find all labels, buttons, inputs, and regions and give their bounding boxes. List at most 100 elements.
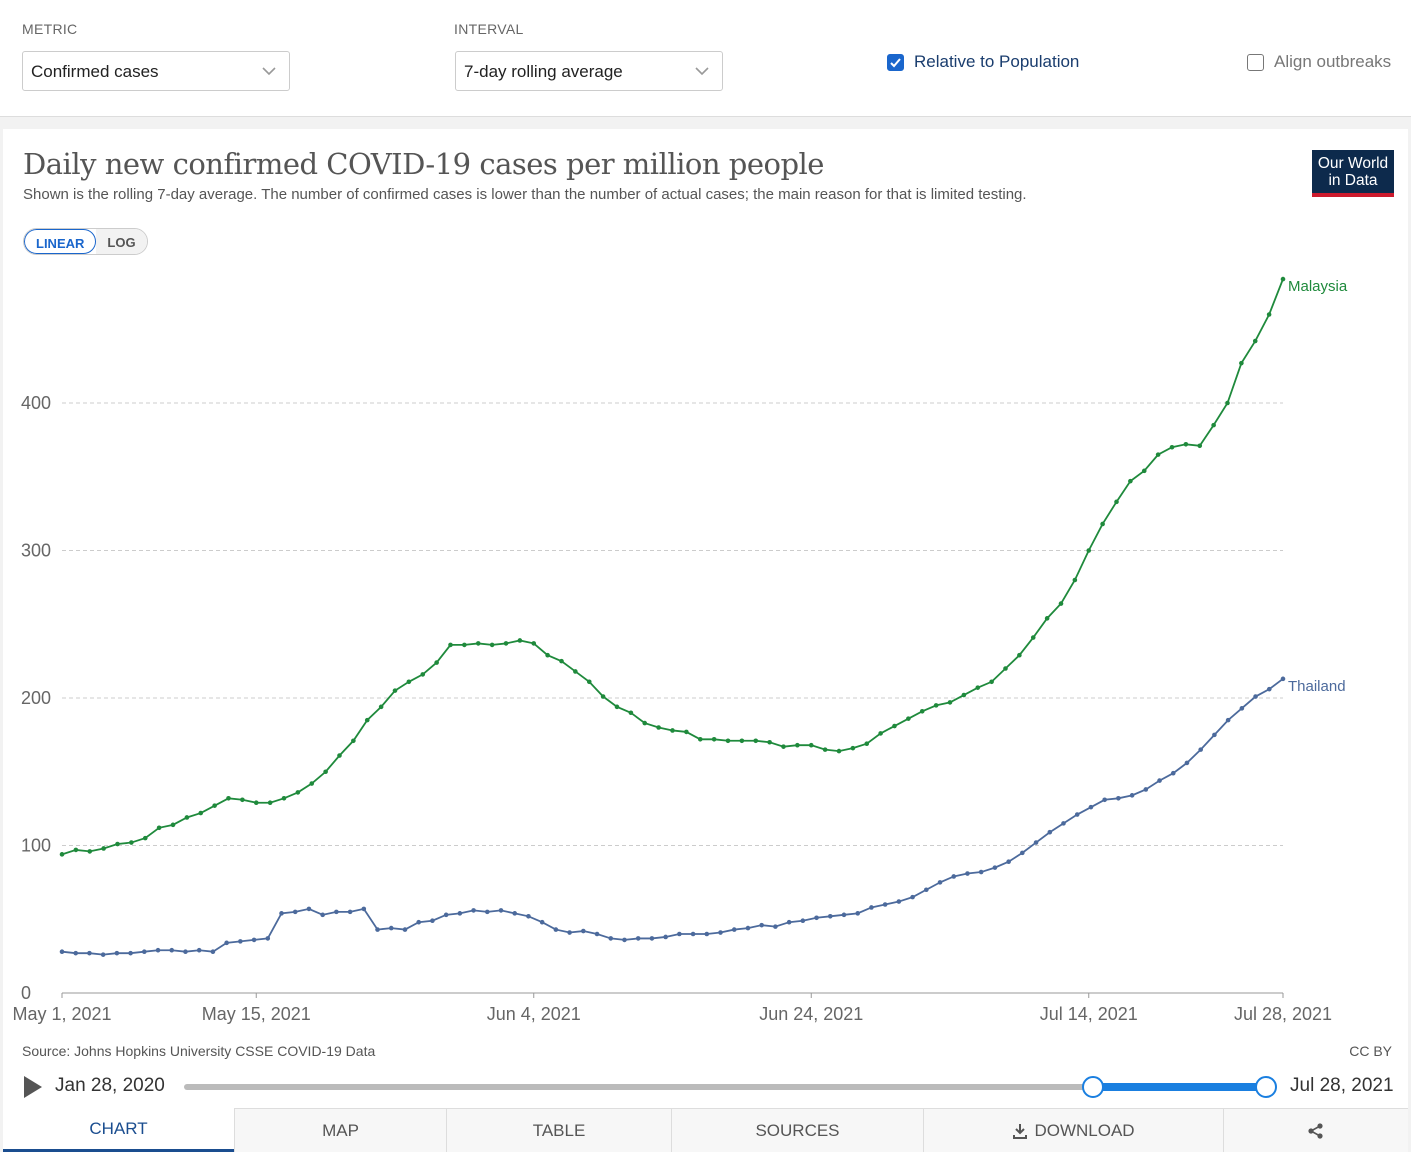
data-point [559,658,564,664]
data-point [306,906,312,912]
tab-chart-label: CHART [89,1118,148,1138]
data-point [1088,804,1094,810]
linear-scale-button[interactable]: LINEAR [24,229,97,254]
y-axis: 0 100 200 300 400 [21,393,51,1003]
data-point [975,685,981,690]
metric-select[interactable]: Confirmed cases [22,51,290,91]
series-label-thailand: Thailand [1288,678,1346,695]
y-tick-label: 400 [21,393,51,413]
data-point [375,927,380,932]
data-point [1252,338,1258,344]
timeline-track[interactable] [184,1084,1266,1090]
data-point [800,918,806,924]
data-point [462,642,467,648]
data-point [745,925,751,931]
tab-sources[interactable]: SOURCES [671,1108,923,1152]
tab-chart[interactable]: CHART [3,1108,234,1152]
chart-subtitle: Shown is the rolling 7-day average. The … [23,186,1027,203]
data-point [910,894,915,900]
data-point [704,931,710,937]
data-point [448,642,453,648]
data-point [198,810,204,816]
data-point [361,906,367,912]
data-point [759,922,764,928]
data-point [924,887,929,893]
data-point [309,781,315,786]
data-point [864,741,870,747]
data-point [430,918,435,924]
x-tick-label: Jun 24, 2021 [759,1004,863,1024]
data-point [539,919,545,925]
scale-toggle: LINEAR LOG [23,228,148,255]
relative-to-population-checkbox[interactable]: Relative to Population [887,52,1079,72]
play-icon[interactable] [24,1076,42,1098]
download-icon [1013,1123,1028,1139]
chart-card: Daily new confirmed COVID-19 cases per m… [3,129,1408,1152]
data-point [347,909,353,915]
data-point [628,710,634,716]
interval-select[interactable]: 7-day rolling average [455,51,723,91]
data-point [841,912,847,918]
data-point [1128,478,1133,484]
timeline-end-handle[interactable] [1255,1076,1277,1098]
data-point [795,742,800,748]
log-scale-button[interactable]: LOG [96,229,147,254]
source-note: Source: Johns Hopkins University CSSE CO… [22,1043,376,1059]
x-tick-label: May 1, 2021 [12,1004,111,1024]
data-point [677,931,682,937]
data-point [443,912,449,918]
data-point [1044,616,1050,621]
data-point [279,911,284,916]
data-point [731,927,737,932]
tab-share[interactable] [1223,1108,1408,1152]
data-point [471,908,476,913]
license-link[interactable]: CC BY [1349,1043,1392,1059]
data-point [1116,796,1121,801]
data-point [822,747,828,752]
timeline-start-handle[interactable] [1081,1076,1104,1098]
data-point [59,852,65,857]
data-point [567,930,572,935]
data-point [937,880,943,885]
data-point [608,936,614,941]
data-point [690,931,696,937]
series-lines [59,276,1286,957]
interval-label: INTERVAL [454,21,524,37]
data-point [827,914,833,919]
align-outbreaks-checkbox[interactable]: Align outbreaks [1247,52,1391,72]
data-point [101,846,106,851]
data-point [573,669,578,674]
data-point [855,911,861,916]
logo-line-2: in Data [1328,172,1378,189]
data-point [517,638,523,643]
owid-logo[interactable]: Our World in Data [1312,150,1394,197]
data-point [965,871,970,876]
data-point [364,717,370,723]
data-point [253,800,259,806]
tab-table[interactable]: TABLE [446,1108,671,1152]
data-point [697,737,703,742]
data-point [1212,732,1217,738]
data-point [649,936,655,941]
timeline-start-date: Jan 28, 2020 [55,1075,165,1096]
data-point [553,927,559,932]
data-point [1183,442,1189,447]
data-point [184,815,190,820]
data-point [489,642,495,648]
data-point [1058,601,1064,606]
data-point [512,911,518,916]
tab-download[interactable]: DOWNLOAD [923,1108,1223,1152]
data-point [1114,499,1119,505]
x-tick-label: Jul 14, 2021 [1040,1004,1138,1024]
y-tick-label: 300 [21,541,51,561]
tab-map[interactable]: MAP [234,1108,446,1152]
share-icon [1308,1122,1323,1139]
data-point [238,939,243,944]
data-point [251,937,257,943]
data-point [684,729,689,735]
line-chart: 0 100 200 300 400 May 1, 2021 May 15, 2021 Jun… [12,276,1348,1024]
data-point [392,688,398,693]
data-point [781,744,786,749]
data-point [388,925,394,931]
data-point [1020,850,1025,856]
